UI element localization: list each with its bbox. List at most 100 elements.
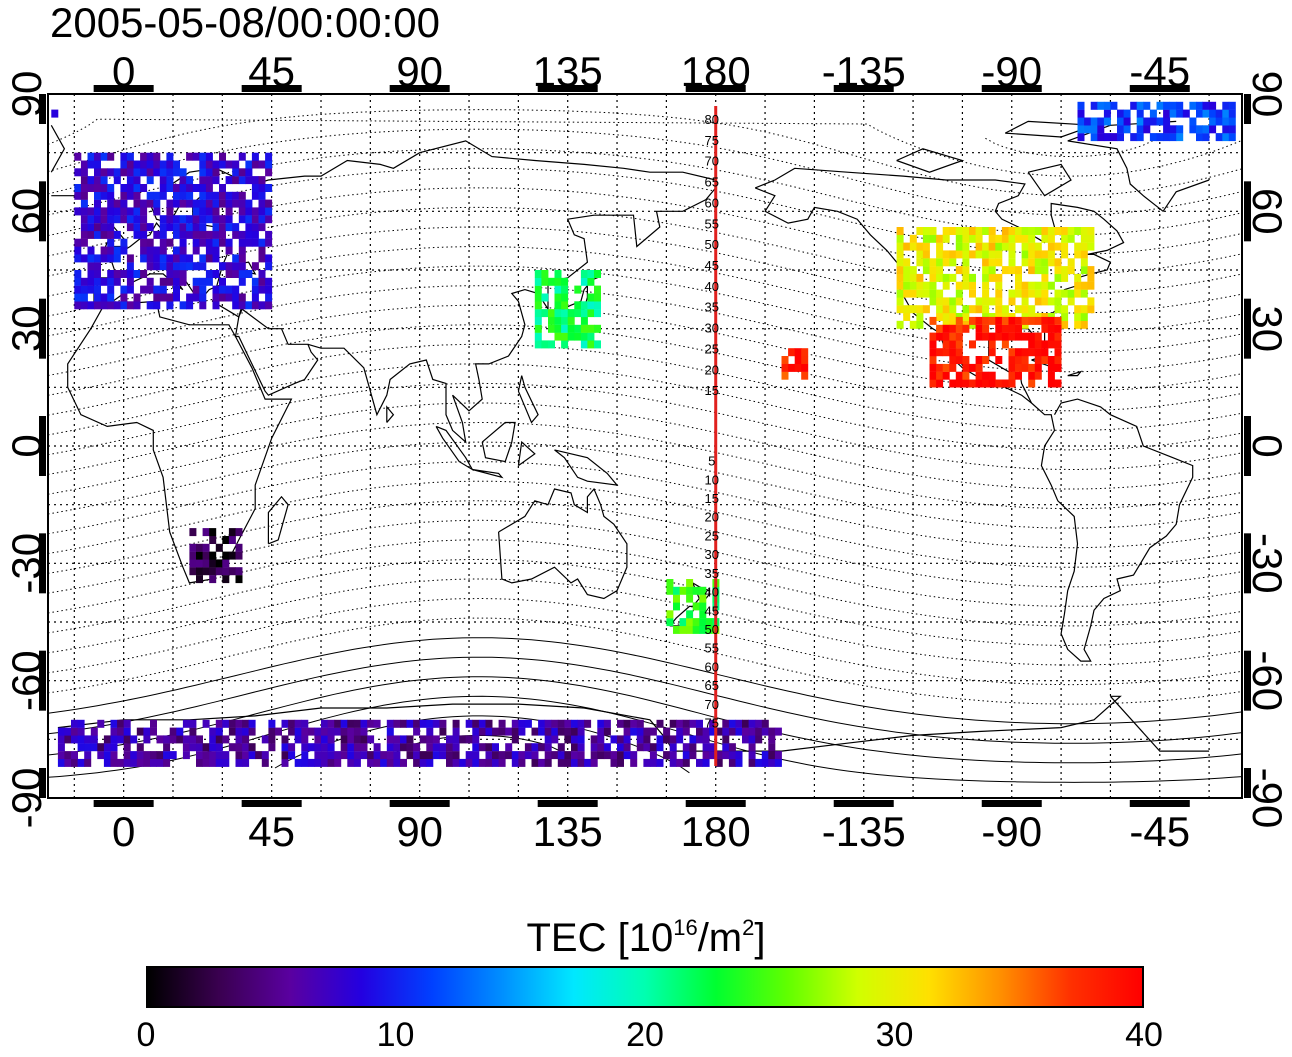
tec-cell: [117, 719, 125, 728]
tec-cell: [942, 332, 950, 341]
tec-cell: [87, 207, 95, 216]
tec-cell: [439, 751, 447, 760]
tec-cell: [159, 176, 167, 185]
tec-cell: [159, 168, 167, 177]
tec-cell: [126, 191, 134, 200]
tec-cell: [1077, 101, 1085, 110]
tec-cell: [538, 719, 546, 728]
tec-cell: [922, 281, 930, 290]
tec-cell: [949, 273, 957, 282]
tec-cell: [202, 528, 210, 537]
tec-cell: [669, 743, 677, 752]
tec-cell: [518, 719, 526, 728]
tec-cell: [64, 758, 72, 767]
tec-cell: [107, 301, 115, 310]
tec-cell: [728, 751, 736, 760]
tec-cell: [205, 184, 213, 192]
tec-cell: [74, 254, 82, 263]
tec-cell: [107, 207, 115, 216]
tec-cell: [1008, 297, 1016, 306]
tec-cell: [485, 719, 493, 728]
tec-cell: [955, 281, 963, 290]
tec-cell: [238, 191, 246, 200]
tec-cell: [995, 258, 1003, 267]
tec-cell: [439, 743, 447, 752]
tec-cell: [955, 348, 963, 357]
tec-cell: [258, 207, 266, 216]
tec-cell: [173, 246, 180, 255]
tec-cell: [689, 735, 697, 744]
tec-cell: [146, 262, 154, 271]
tec-cell: [594, 324, 601, 333]
tec-cell: [238, 230, 246, 239]
tec-cell: [232, 262, 240, 271]
tec-cell: [265, 152, 273, 161]
tec-cell: [1015, 371, 1022, 380]
tec-cell: [679, 586, 687, 595]
tec-cell: [909, 234, 917, 243]
tec-cell: [511, 735, 519, 744]
tec-cell: [574, 324, 582, 333]
tec-cell: [166, 160, 174, 169]
tec-cell: [936, 324, 944, 333]
tec-cell: [74, 184, 82, 192]
tec-cell: [702, 758, 710, 767]
tec-cell: [531, 758, 539, 767]
tec-cell: [748, 727, 756, 736]
tec-cell: [212, 238, 220, 247]
tec-cell: [173, 199, 180, 208]
tec-cell: [722, 735, 730, 744]
tec-cell: [120, 207, 128, 216]
lon-tick-bar: [981, 85, 1042, 92]
tec-cell: [80, 215, 88, 224]
tec-cell: [196, 751, 203, 760]
tec-cell: [212, 293, 220, 302]
tec-cell: [1001, 316, 1009, 325]
tec-cell: [113, 270, 121, 278]
tec-cell: [163, 758, 171, 767]
tec-cell: [153, 246, 161, 255]
tec-cell: [235, 735, 243, 744]
lon-tick-bar: [685, 85, 746, 92]
tec-cell: [554, 324, 562, 333]
tec-cell: [136, 751, 144, 760]
tec-cell: [1008, 227, 1016, 235]
tec-cell: [248, 751, 256, 760]
tec-cell: [1080, 250, 1088, 259]
tec-cell: [120, 168, 128, 177]
tec-cell: [107, 199, 115, 208]
tec-cell: [748, 743, 756, 752]
tec-cell: [485, 727, 493, 736]
tec-cell: [146, 191, 154, 200]
tec-cell: [103, 758, 111, 767]
tec-cell: [1136, 101, 1144, 110]
tec-cell: [781, 371, 789, 380]
tec-cell: [301, 751, 309, 760]
tec-cell: [156, 735, 164, 744]
tec-cell: [1090, 117, 1098, 126]
tec-cell: [238, 254, 246, 263]
tec-cell: [564, 751, 572, 760]
tec-cell: [265, 215, 273, 224]
tec-cell: [219, 238, 226, 247]
tec-cell: [199, 215, 207, 224]
tec-cell: [87, 230, 95, 239]
tec-cell: [235, 575, 243, 584]
tec-cell: [107, 223, 115, 232]
tec-cell: [100, 191, 108, 200]
tec-cell: [251, 176, 259, 185]
tec-cell: [406, 743, 414, 752]
tec-cell: [225, 238, 233, 247]
tec-cell: [1222, 133, 1230, 142]
tec-cell: [922, 289, 930, 298]
tec-cell: [126, 277, 134, 286]
tec-cell: [472, 758, 480, 767]
tec-cell: [955, 242, 963, 251]
tec-cell: [692, 602, 700, 611]
tec-cell: [1136, 133, 1144, 142]
tec-cell: [1008, 379, 1016, 388]
tec-cell: [709, 751, 717, 760]
tec-cell: [597, 719, 605, 728]
tec-cell: [584, 719, 592, 728]
tec-cell: [699, 594, 707, 603]
